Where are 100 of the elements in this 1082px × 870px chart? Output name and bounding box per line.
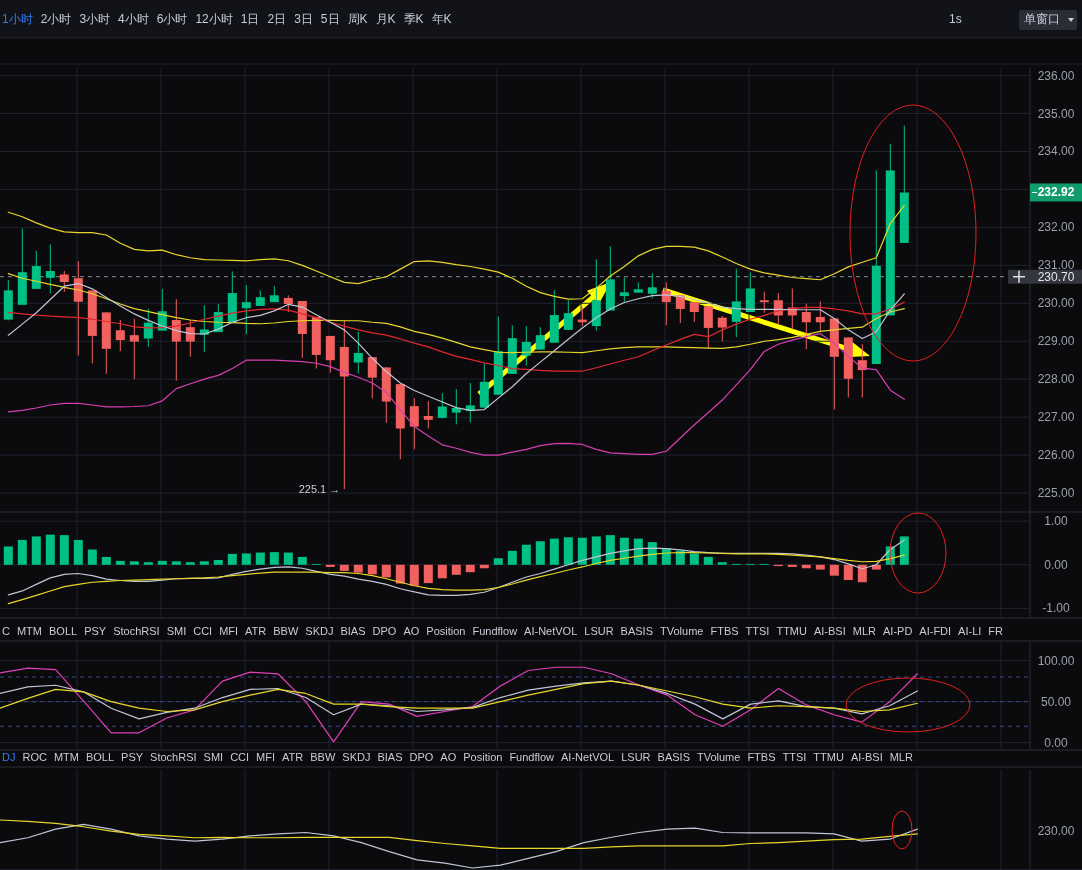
bar (297, 556, 307, 565)
text: DPO (409, 751, 434, 763)
text: TVolume (660, 625, 704, 637)
text: Position (426, 625, 466, 637)
text: BOLL (49, 625, 78, 637)
bar (87, 549, 97, 565)
y-tick-label: 234.00 (1037, 144, 1075, 159)
text: MFI (219, 625, 239, 637)
bar (129, 561, 139, 565)
bar (367, 564, 377, 575)
text: BIAS (377, 751, 403, 763)
text: CCI (230, 751, 250, 763)
text: TTSI (782, 751, 807, 763)
text: PSY (84, 625, 107, 637)
bar (325, 564, 335, 567)
text: 1日 (240, 12, 260, 26)
bar (143, 562, 153, 565)
text: Position (463, 751, 503, 763)
text: MLR (852, 625, 877, 637)
bar (899, 536, 909, 565)
line-series (0, 680, 918, 713)
bar (451, 564, 461, 575)
text: Fundflow (472, 625, 518, 637)
candlestick (689, 301, 699, 323)
text: BBW (273, 625, 299, 637)
text: AI-BSI (813, 625, 846, 637)
bar (241, 553, 251, 565)
text: PSY (121, 751, 144, 763)
candlestick (115, 319, 125, 352)
line-series (7, 333, 905, 456)
bar (787, 564, 797, 567)
text: 3日 (294, 12, 313, 26)
text: 1s (949, 12, 962, 26)
bar (115, 560, 125, 565)
bar (633, 538, 643, 565)
text: 年K (431, 12, 452, 26)
bar (409, 564, 419, 586)
text: ATR (245, 625, 267, 637)
y-tick-label: 232.00 (1037, 220, 1075, 235)
line-series (0, 666, 918, 743)
bar (493, 558, 503, 565)
text: StochRSI (150, 751, 197, 763)
bar (605, 535, 615, 565)
bar (577, 537, 587, 565)
candlestick (73, 260, 83, 357)
candlestick (31, 250, 41, 290)
text: TVolume (696, 751, 741, 763)
candlestick (423, 400, 433, 430)
line-series (7, 551, 905, 605)
text: TTSI (745, 625, 770, 637)
text: SKDJ (305, 625, 334, 637)
candlestick (675, 294, 685, 324)
candlestick (59, 270, 69, 293)
candlestick (759, 291, 769, 314)
text: 2小时 (40, 12, 72, 26)
bar (815, 564, 825, 570)
bar (353, 564, 363, 573)
y-tick-label: -1.00 (1042, 601, 1070, 616)
text: AI-LI (958, 625, 982, 637)
bar (521, 544, 531, 565)
bar (73, 539, 83, 565)
text: LSUR (621, 751, 651, 763)
candlestick (801, 303, 811, 350)
candlestick (619, 276, 629, 303)
candlestick (409, 397, 419, 450)
line-series (7, 204, 905, 300)
bar (339, 564, 349, 571)
text: 2日 (267, 12, 287, 26)
text: 周K (347, 12, 368, 26)
text: MTM (16, 625, 42, 637)
candlestick (703, 305, 713, 349)
text: AO (440, 751, 457, 763)
y-tick-label: 228.00 (1037, 372, 1075, 387)
y-tick-label: 100.00 (1037, 653, 1075, 668)
text: BBW (310, 751, 336, 763)
text: 单窗口 (1024, 12, 1060, 26)
text: AI-NetVOL (561, 751, 615, 763)
y-tick-label: 227.00 (1037, 410, 1075, 425)
y-tick-label: 225.00 (1037, 486, 1075, 501)
candlestick (815, 300, 825, 332)
text: 12小时 (195, 12, 233, 26)
bar (549, 538, 559, 565)
annotation: 225.1 → (298, 483, 341, 496)
bar (591, 536, 601, 565)
text: BASIS (620, 625, 654, 637)
text: FTBS (747, 751, 776, 763)
bar (269, 552, 279, 565)
candlestick (185, 319, 195, 358)
bar (689, 553, 699, 565)
text: 6小时 (156, 12, 188, 26)
text: CCI (193, 625, 213, 637)
y-tick-label: 235.00 (1037, 106, 1075, 121)
candlestick (129, 317, 139, 380)
y-tick-label: 226.00 (1037, 448, 1075, 463)
text: DPO (372, 625, 397, 637)
text: TTMU (813, 751, 844, 763)
text: TTMU (776, 625, 808, 637)
bar (829, 564, 839, 576)
bar (843, 564, 853, 581)
bar (857, 564, 867, 583)
